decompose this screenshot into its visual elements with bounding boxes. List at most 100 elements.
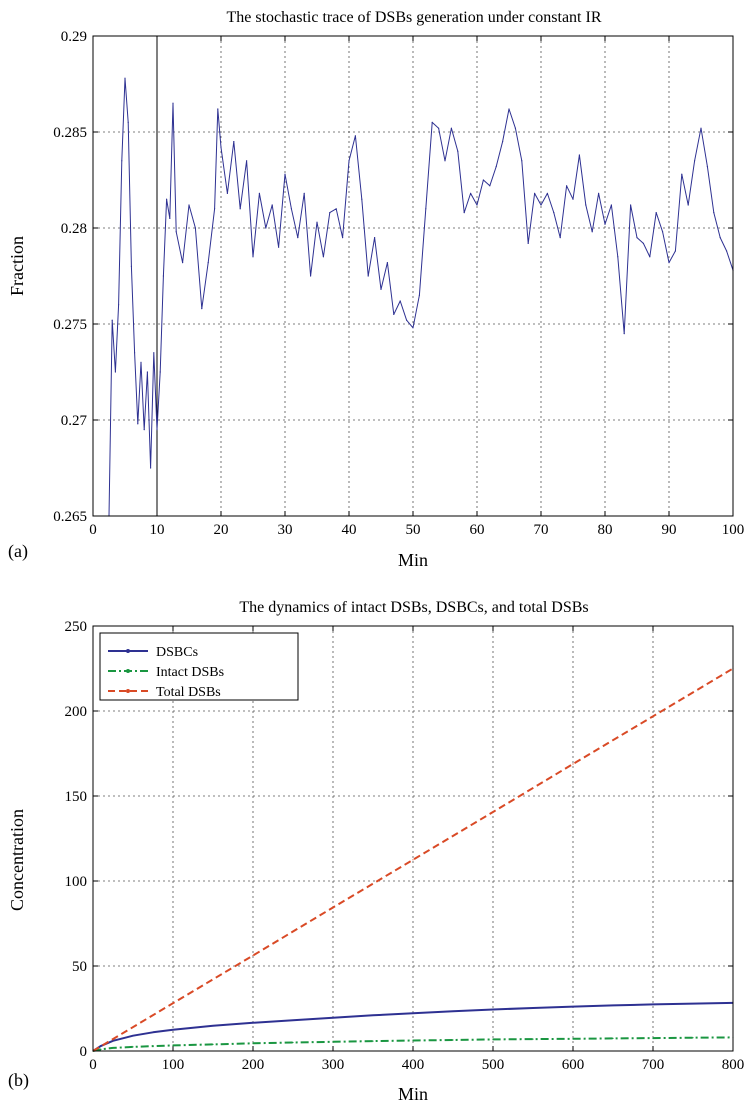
- data-point-dsbcs: [212, 1025, 214, 1027]
- panel-b-xlabel: Min: [398, 1084, 428, 1104]
- x-tick-label: 90: [662, 522, 677, 538]
- data-point-trace: [700, 127, 702, 129]
- data-point-trace: [470, 192, 472, 194]
- data-point-trace: [143, 429, 145, 431]
- data-point-trace: [233, 141, 235, 143]
- data-point-trace: [217, 108, 219, 110]
- panel-b-label: (b): [8, 1070, 29, 1091]
- data-point-intact-dsbs: [100, 1048, 102, 1050]
- data-point-trace: [425, 208, 427, 210]
- data-point-intact-dsbs: [692, 1037, 694, 1039]
- y-tick-label: 200: [65, 704, 88, 720]
- data-point-trace: [540, 204, 542, 206]
- panel-b-title: The dynamics of intact DSBs, DSBCs, and …: [239, 599, 588, 616]
- data-point-dsbcs: [112, 1040, 114, 1042]
- series-intact-dsbs: [92, 1036, 734, 1052]
- data-point-trace: [406, 319, 408, 321]
- data-point-trace: [598, 192, 600, 194]
- panel-b-ticks: 0 100 200 300 400 500 600 700 800 0 50 100 150 200 250: [65, 619, 745, 1073]
- legend-marker: [126, 689, 130, 693]
- data-point-trace: [668, 262, 670, 264]
- data-point-trace: [726, 250, 728, 252]
- x-tick-label: 500: [482, 1057, 505, 1073]
- y-tick-label: 0.28: [61, 221, 87, 237]
- data-point-trace: [121, 160, 123, 162]
- data-point-trace: [166, 198, 168, 200]
- data-point-trace: [444, 160, 446, 162]
- data-point-dsbcs: [452, 1010, 454, 1012]
- data-point-trace: [623, 333, 625, 335]
- data-point-trace: [585, 204, 587, 206]
- data-point-trace: [572, 198, 574, 200]
- data-point-intact-dsbs: [252, 1042, 254, 1044]
- data-point-trace: [476, 204, 478, 206]
- data-point-trace: [169, 217, 171, 219]
- data-point-trace: [578, 154, 581, 156]
- data-point-trace: [649, 256, 651, 258]
- data-point-trace: [111, 319, 113, 321]
- data-point-trace: [393, 313, 395, 315]
- data-point-trace: [322, 256, 324, 258]
- data-point-trace: [457, 150, 459, 152]
- data-point-trace: [182, 262, 184, 264]
- data-point-dsbcs: [152, 1031, 154, 1033]
- x-tick-label: 300: [322, 1057, 345, 1073]
- panel-b-ylabel: Concentration: [7, 809, 27, 911]
- data-point-dsbcs: [292, 1019, 294, 1021]
- data-point-trace: [482, 179, 484, 181]
- data-point-intact-dsbs: [452, 1039, 454, 1041]
- data-point-trace: [252, 256, 254, 258]
- x-tick-label: 800: [722, 1057, 745, 1073]
- data-point-total-dsbs: [572, 763, 574, 765]
- y-tick-label: 50: [72, 959, 87, 975]
- x-tick-label: 0: [89, 1057, 97, 1073]
- data-point-trace: [271, 204, 273, 206]
- data-point-trace: [156, 429, 158, 431]
- data-point-trace: [386, 262, 388, 264]
- data-point-trace: [374, 237, 376, 239]
- data-point-trace: [335, 208, 337, 210]
- data-point-intact-dsbs: [212, 1043, 214, 1045]
- data-point-intact-dsbs: [152, 1045, 154, 1047]
- data-point-trace: [706, 166, 709, 168]
- data-point-dsbcs: [412, 1012, 414, 1014]
- data-point-trace: [514, 127, 517, 129]
- data-point-trace: [450, 127, 452, 129]
- data-point-total-dsbs: [172, 1002, 174, 1004]
- data-point-trace: [354, 135, 356, 137]
- data-point-trace: [527, 242, 529, 244]
- x-tick-label: 0: [89, 522, 97, 538]
- series-total-dsbs: [92, 667, 734, 1052]
- data-point-trace: [172, 102, 174, 104]
- data-point-trace: [521, 160, 523, 162]
- data-point-dsbcs: [692, 1003, 694, 1005]
- data-point-dsbcs: [492, 1008, 494, 1011]
- x-tick-label: 70: [534, 522, 549, 538]
- data-point-trace: [239, 208, 241, 210]
- data-point-trace: [258, 192, 260, 194]
- data-point-trace: [214, 208, 216, 210]
- data-point-total-dsbs: [412, 859, 414, 861]
- panel-a-xlabel: Min: [398, 550, 428, 570]
- data-point-trace: [687, 204, 689, 206]
- data-point-trace: [137, 423, 139, 425]
- data-point-trace: [559, 237, 561, 239]
- data-point-trace: [114, 371, 116, 373]
- data-point-trace: [681, 173, 683, 175]
- data-point-trace: [290, 208, 292, 210]
- data-point-trace: [604, 223, 606, 225]
- panel-a-ylabel: Fraction: [7, 236, 27, 296]
- panel-a-grid: [93, 36, 733, 516]
- series-trace: [108, 77, 734, 517]
- data-point-trace: [329, 212, 331, 214]
- legend-label: DSBCs: [156, 645, 198, 660]
- data-point-total-dsbs: [252, 954, 254, 957]
- data-point-total-dsbs: [652, 715, 654, 717]
- data-point-trace: [278, 246, 280, 248]
- data-point-trace: [194, 227, 196, 229]
- data-point-trace: [617, 256, 619, 258]
- data-point-trace: [438, 127, 440, 129]
- data-point-dsbcs: [572, 1006, 574, 1008]
- data-point-trace: [630, 204, 632, 206]
- data-point-trace: [284, 173, 286, 175]
